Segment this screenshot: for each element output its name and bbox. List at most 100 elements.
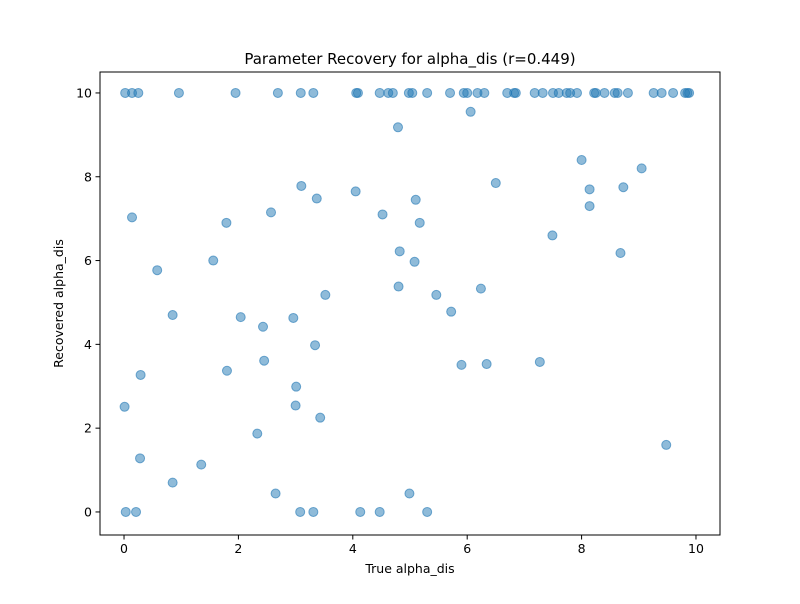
data-point <box>311 193 322 204</box>
data-point <box>310 340 321 351</box>
data-point <box>684 87 695 98</box>
data-point <box>196 459 207 470</box>
plot-area-frame <box>99 71 721 536</box>
data-point <box>291 381 302 392</box>
data-point <box>208 255 219 266</box>
x-axis-ticks: 0 2 4 6 8 10 <box>120 535 704 556</box>
data-point <box>308 506 319 517</box>
data-point <box>235 312 246 323</box>
y-tick-label: 10 <box>76 85 92 100</box>
data-point <box>462 87 473 98</box>
data-point <box>618 182 629 193</box>
data-point <box>534 356 545 367</box>
data-point <box>584 184 595 195</box>
data-point <box>431 289 442 300</box>
data-point <box>590 87 601 98</box>
y-tick-label: 6 <box>84 253 92 268</box>
data-point <box>270 488 281 499</box>
data-point <box>661 439 672 450</box>
data-point <box>407 87 418 98</box>
data-point <box>119 401 130 412</box>
data-point <box>221 217 232 228</box>
data-point <box>572 87 583 98</box>
data-point <box>221 365 232 376</box>
data-point <box>404 488 415 499</box>
data-point <box>547 230 558 241</box>
data-point <box>409 256 420 267</box>
data-point <box>315 412 326 423</box>
data-point <box>374 506 385 517</box>
data-point <box>410 194 421 205</box>
data-point <box>272 87 283 98</box>
y-tick-label: 2 <box>84 421 92 436</box>
data-point <box>537 87 548 98</box>
data-point <box>266 207 277 218</box>
x-tick-label: 0 <box>120 541 128 556</box>
data-point <box>352 87 363 98</box>
data-point <box>135 453 146 464</box>
data-point <box>259 355 270 366</box>
y-axis-label: Recovered alpha_dis <box>51 239 66 368</box>
data-point <box>668 87 679 98</box>
y-tick-label: 4 <box>84 337 92 352</box>
data-point <box>290 400 301 411</box>
data-point <box>258 321 269 332</box>
data-point <box>446 306 457 317</box>
data-point <box>393 281 404 292</box>
data-point <box>295 506 306 517</box>
data-point <box>131 506 142 517</box>
data-point <box>414 217 425 228</box>
data-point <box>387 87 398 98</box>
data-point <box>296 180 307 191</box>
data-point <box>622 87 633 98</box>
data-point <box>377 209 388 220</box>
data-point <box>288 312 299 323</box>
data-point <box>636 163 647 174</box>
data-point <box>252 428 263 439</box>
data-point <box>295 87 306 98</box>
x-axis-label: True alpha_dis <box>364 561 454 576</box>
x-tick-label: 8 <box>578 541 586 556</box>
data-point <box>167 310 178 321</box>
data-point <box>576 154 587 165</box>
data-point <box>456 359 467 370</box>
data-point <box>135 369 146 380</box>
data-point <box>167 477 178 488</box>
x-tick-label: 4 <box>349 541 357 556</box>
data-point <box>127 212 138 223</box>
data-point <box>656 87 667 98</box>
y-tick-label: 8 <box>84 169 92 184</box>
data-point <box>350 186 361 197</box>
data-point <box>510 87 521 98</box>
data-point <box>173 87 184 98</box>
data-point <box>308 87 319 98</box>
chart-title: Parameter Recovery for alpha_dis (r=0.44… <box>244 50 575 69</box>
data-point <box>422 87 433 98</box>
data-point <box>481 359 492 370</box>
x-tick-label: 6 <box>463 541 471 556</box>
data-point <box>120 506 131 517</box>
data-point <box>230 87 241 98</box>
data-point <box>374 87 385 98</box>
data-point <box>320 289 331 300</box>
data-point <box>475 283 486 294</box>
data-point <box>479 87 490 98</box>
data-point <box>584 201 595 212</box>
data-point <box>615 248 626 259</box>
x-tick-label: 10 <box>688 541 704 556</box>
y-axis-ticks: 0 2 4 6 8 10 <box>76 85 100 519</box>
data-point <box>599 87 610 98</box>
points-layer <box>119 87 695 517</box>
y-tick-label: 0 <box>84 504 92 519</box>
x-tick-label: 2 <box>234 541 242 556</box>
data-point <box>490 178 501 189</box>
data-point <box>394 246 405 257</box>
data-point <box>422 506 433 517</box>
data-point <box>152 265 163 276</box>
data-point <box>355 506 366 517</box>
data-point <box>445 87 456 98</box>
data-point <box>465 106 476 117</box>
